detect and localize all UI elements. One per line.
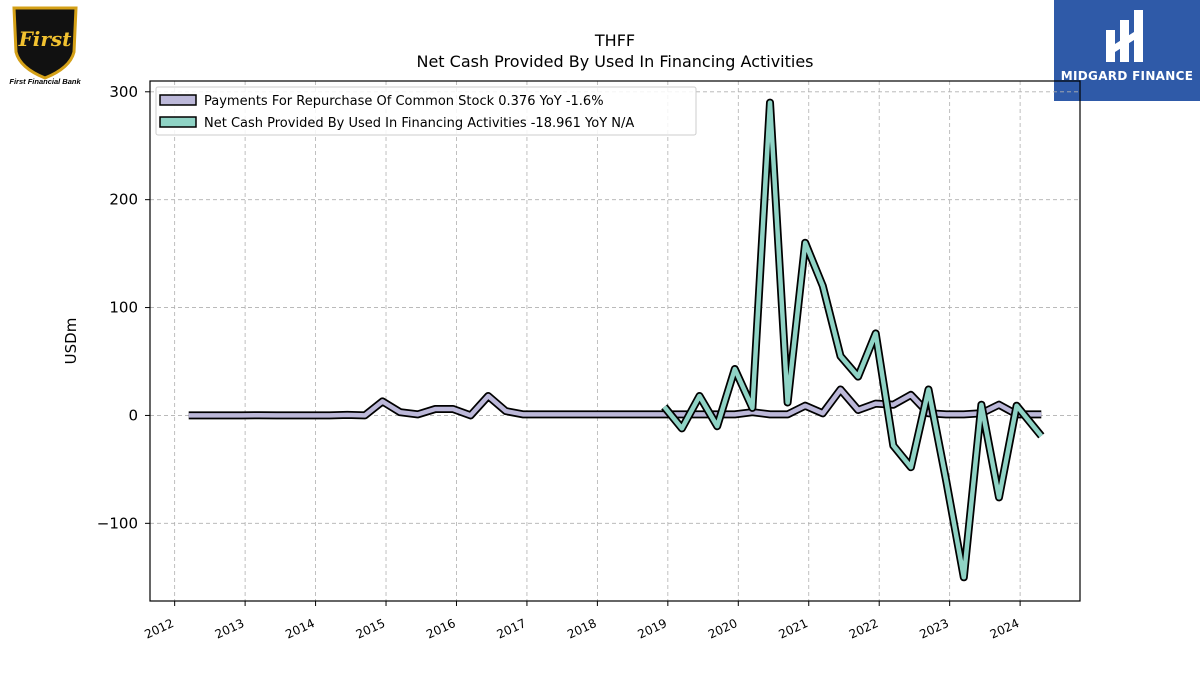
legend: Payments For Repurchase Of Common Stock … xyxy=(155,86,697,136)
x-tick-label: 2020 xyxy=(706,616,740,642)
chart-subtitle: Net Cash Provided By Used In Financing A… xyxy=(416,52,814,71)
series-line xyxy=(662,100,1044,580)
x-tick-label: 2021 xyxy=(776,616,810,642)
x-tick-label: 2016 xyxy=(424,616,458,642)
x-tick-label: 2013 xyxy=(213,616,247,642)
y-tick-label: 100 xyxy=(109,299,138,317)
x-tick-label: 2015 xyxy=(354,616,388,642)
series-line xyxy=(188,387,1042,418)
y-tick-label: 300 xyxy=(109,83,138,101)
x-tick-label: 2022 xyxy=(847,616,881,642)
legend-swatch-financing xyxy=(159,116,197,128)
legend-box xyxy=(155,86,697,136)
logo-left-caption: First Financial Bank xyxy=(9,77,81,86)
x-tick-label: 2017 xyxy=(495,616,529,642)
x-tick-label: 2012 xyxy=(142,616,176,642)
plot-frame xyxy=(149,80,1081,602)
x-tick-label: 2019 xyxy=(636,616,670,642)
first-financial-logo: First First Financial Bank xyxy=(4,4,86,86)
y-axis-label: USDm xyxy=(62,318,80,365)
y-tick-label: 0 xyxy=(128,406,138,424)
x-tick-label: 2024 xyxy=(988,616,1022,642)
midgard-mark-icon xyxy=(1106,10,1143,62)
logo-left-name: First xyxy=(18,27,73,51)
y-tick-label: −100 xyxy=(97,514,138,532)
chart-title: THFF xyxy=(594,31,636,50)
series-lines xyxy=(188,98,1045,582)
x-tick-label: 2018 xyxy=(565,616,599,642)
legend-label-financing: Net Cash Provided By Used In Financing A… xyxy=(204,116,634,131)
midgard-finance-logo: MIDGARD FINANCE xyxy=(1054,0,1200,101)
series-line-outline xyxy=(188,385,1042,420)
logo-right-name: MIDGARD FINANCE xyxy=(1060,69,1194,83)
grid xyxy=(150,81,1080,601)
y-tick-label: 200 xyxy=(109,191,138,209)
first-shield-icon: First First Financial Bank xyxy=(9,6,81,86)
legend-label-repurchase: Payments For Repurchase Of Common Stock … xyxy=(204,94,604,109)
series-line-outline xyxy=(661,98,1045,582)
legend-swatch-repurchase xyxy=(159,94,197,106)
x-tick-label: 2023 xyxy=(917,616,951,642)
x-tick-label: 2014 xyxy=(283,616,317,642)
